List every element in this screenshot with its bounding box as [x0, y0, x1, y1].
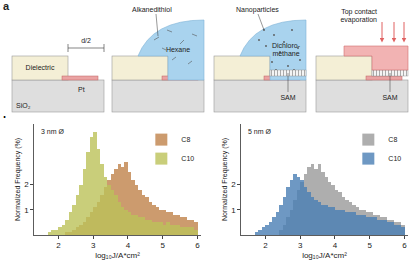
svg-text:2: 2 [263, 241, 268, 250]
svg-text:2: 2 [56, 241, 61, 250]
svg-text:1: 1 [231, 206, 236, 215]
svg-text:5: 5 [161, 241, 166, 250]
svg-text:Normalized Frequency (%): Normalized Frequency (%) [14, 138, 22, 221]
svg-text:2: 2 [24, 180, 29, 189]
svg-text:Alkanedithiol: Alkanedithiol [132, 6, 172, 13]
svg-text:SiO₂: SiO₂ [16, 102, 31, 109]
svg-text:6: 6 [195, 241, 200, 250]
svg-text:Normalized Frequency (%): Normalized Frequency (%) [221, 138, 229, 221]
svg-text:4: 4 [333, 241, 338, 250]
svg-text:6: 6 [402, 241, 407, 250]
svg-text:1: 1 [24, 206, 29, 215]
svg-text:3 nm Ø: 3 nm Ø [41, 128, 65, 135]
svg-text:Dielectric: Dielectric [26, 64, 55, 71]
svg-text:5 nm Ø: 5 nm Ø [248, 128, 272, 135]
svg-text:3: 3 [91, 241, 96, 250]
svg-text:evaporation: evaporation [340, 16, 377, 24]
svg-text:Dichloro-: Dichloro- [272, 42, 301, 49]
svg-text:Top contact: Top contact [341, 8, 377, 16]
svg-text:2: 2 [231, 180, 236, 189]
svg-text:log₁₀J/A*cm²: log₁₀J/A*cm² [302, 251, 347, 260]
svg-text:3: 3 [298, 241, 303, 250]
svg-text:4: 4 [126, 241, 131, 250]
svg-text:C8: C8 [388, 136, 397, 143]
svg-text:methane: methane [272, 50, 299, 57]
svg-text:Pt: Pt [78, 86, 85, 93]
svg-text:d/2: d/2 [81, 37, 91, 44]
svg-text:SAM: SAM [382, 94, 397, 101]
svg-text:a: a [3, 0, 10, 12]
svg-text:C8: C8 [181, 136, 190, 143]
svg-text:C10: C10 [388, 155, 401, 162]
svg-text:SAM: SAM [280, 94, 295, 101]
svg-text:Nanoparticles: Nanoparticles [236, 6, 279, 14]
svg-text:Hexane: Hexane [166, 46, 190, 53]
svg-text:log₁₀J/A*cm²: log₁₀J/A*cm² [95, 251, 140, 260]
html-text:b: b [3, 114, 10, 126]
svg-text:5: 5 [368, 241, 373, 250]
svg-text:C10: C10 [181, 155, 194, 162]
